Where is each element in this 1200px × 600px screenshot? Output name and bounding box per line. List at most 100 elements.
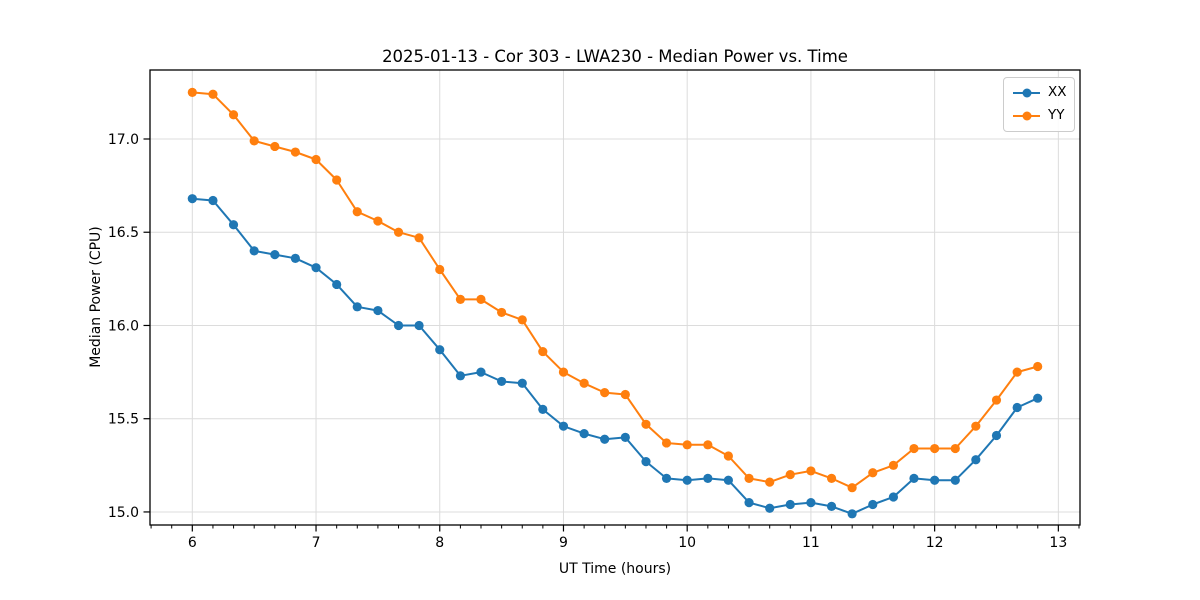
data-point-yy <box>373 216 383 226</box>
data-point-yy <box>600 388 610 398</box>
y-tick-label: 17.0 <box>108 132 139 148</box>
data-point-xx <box>332 279 342 290</box>
data-point-yy <box>826 473 837 483</box>
data-point-xx <box>703 473 713 483</box>
data-point-yy <box>806 466 816 476</box>
data-point-yy <box>971 421 981 431</box>
data-point-yy <box>723 451 733 461</box>
data-point-xx <box>558 421 569 431</box>
data-point-yy <box>703 440 713 450</box>
data-point-yy <box>991 395 1002 405</box>
data-point-yy <box>228 110 239 120</box>
x-axis-label: UT Time (hours) <box>558 561 672 577</box>
data-point-xx <box>847 509 857 519</box>
data-point-yy <box>765 477 775 487</box>
data-point-yy <box>930 443 940 454</box>
data-point-yy <box>455 294 466 304</box>
data-point-xx <box>785 499 795 510</box>
data-point-xx <box>393 320 404 331</box>
data-point-yy <box>476 294 486 304</box>
data-point-yy <box>950 443 960 454</box>
data-point-yy <box>249 136 259 146</box>
data-point-xx <box>249 246 259 256</box>
data-point-yy <box>208 89 218 99</box>
data-point-yy <box>352 207 362 217</box>
y-tick-label: 15.5 <box>108 412 139 428</box>
legend-marker-yy-icon <box>1013 111 1040 121</box>
data-point-xx <box>620 432 630 442</box>
data-point-xx <box>991 430 1002 441</box>
data-point-xx <box>971 455 981 465</box>
legend: XX YY <box>1003 77 1075 132</box>
data-point-yy <box>270 141 280 152</box>
data-point-yy <box>435 264 445 275</box>
data-point-xx <box>414 320 424 331</box>
data-point-xx <box>641 456 651 467</box>
y-axis-label: Median Power (CPU) <box>88 226 104 368</box>
data-point-xx <box>208 195 218 206</box>
data-point-xx <box>723 475 733 485</box>
data-point-yy <box>579 378 589 388</box>
data-point-xx <box>868 499 878 510</box>
data-point-yy <box>497 307 507 318</box>
legend-marker-xx-icon <box>1013 88 1040 98</box>
legend-label-xx: XX <box>1048 84 1067 101</box>
data-point-xx <box>661 473 672 483</box>
x-tick-label: 12 <box>926 535 944 551</box>
data-point-xx <box>909 473 919 483</box>
data-point-xx <box>888 492 899 502</box>
data-point-yy <box>661 438 672 448</box>
data-point-yy <box>785 470 795 480</box>
x-tick-label: 7 <box>312 535 321 551</box>
data-point-xx <box>228 220 239 230</box>
data-point-xx <box>765 503 775 513</box>
data-point-yy <box>414 233 424 243</box>
data-point-xx <box>579 429 589 439</box>
data-point-xx <box>476 367 486 377</box>
x-tick-label: 6 <box>188 535 197 551</box>
legend-item-xx: XX <box>1013 84 1067 102</box>
axes-box <box>149 69 1081 526</box>
data-point-xx <box>290 253 300 263</box>
data-point-yy <box>888 460 899 470</box>
data-point-xx <box>311 263 321 273</box>
legend-item-yy: YY <box>1013 107 1066 125</box>
data-point-xx <box>538 404 548 414</box>
data-point-xx <box>744 498 754 508</box>
data-point-xx <box>455 371 466 381</box>
y-tick-label: 16.0 <box>108 318 139 334</box>
data-point-yy <box>909 443 919 454</box>
x-tick-label: 10 <box>678 535 696 551</box>
legend-label-yy: YY <box>1048 107 1065 124</box>
data-point-xx <box>517 378 527 388</box>
x-tick-label: 11 <box>802 535 820 551</box>
data-point-xx <box>435 345 445 355</box>
data-point-yy <box>641 419 651 429</box>
data-point-xx <box>1012 402 1022 413</box>
y-tick-label: 16.5 <box>108 225 139 241</box>
data-point-xx <box>497 376 507 387</box>
x-tick-label: 9 <box>559 535 568 551</box>
data-point-xx <box>682 475 692 485</box>
data-point-yy <box>538 346 548 357</box>
data-point-yy <box>868 468 878 478</box>
data-point-xx <box>600 434 610 444</box>
data-point-yy <box>620 389 630 400</box>
data-point-yy <box>558 367 569 377</box>
data-point-xx <box>930 475 940 485</box>
data-point-xx <box>270 250 280 260</box>
data-point-yy <box>682 440 692 450</box>
chart-title: 2025-01-13 - Cor 303 - LWA230 - Median P… <box>382 47 848 66</box>
data-point-xx <box>826 501 837 511</box>
data-point-yy <box>1012 367 1022 377</box>
data-point-xx <box>187 194 197 204</box>
data-point-yy <box>290 147 300 157</box>
data-point-xx <box>1033 393 1043 403</box>
x-tick-label: 8 <box>435 535 444 551</box>
series-line-xx <box>192 197 1039 515</box>
y-tick-label: 15.0 <box>108 505 139 521</box>
data-point-yy <box>744 473 754 483</box>
data-point-xx <box>373 305 383 316</box>
